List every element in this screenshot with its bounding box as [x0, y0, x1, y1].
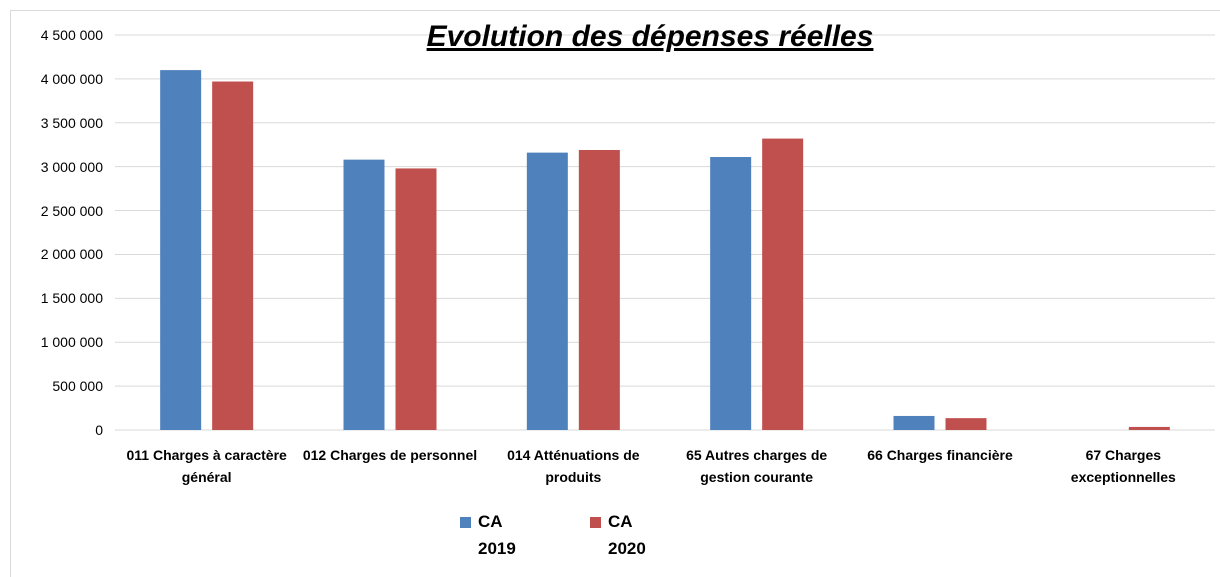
y-tick-label: 1 000 000 [40, 334, 103, 351]
y-tick-label: 3 000 000 [40, 158, 103, 175]
y-tick-label: 4 000 000 [40, 70, 103, 87]
legend-swatch [460, 517, 471, 528]
x-tick-label: 012 Charges de personnel [302, 447, 478, 463]
x-tick-label: 014 Atténuations de produits [507, 447, 640, 485]
bar [945, 418, 987, 430]
bar [212, 81, 254, 431]
x-tick-label: 66 Charges financière [867, 447, 1013, 463]
x-tick-label: 011 Charges à caractère général [126, 447, 287, 485]
y-tick-label: 3 500 000 [40, 114, 103, 131]
y-tick-label: 500 000 [52, 378, 103, 395]
x-tick-label: 67 Charges exceptionnelles [1070, 447, 1176, 485]
legend-label: CA 2019 [478, 512, 516, 558]
chart-border [10, 10, 1220, 577]
y-tick-label: 2 500 000 [40, 202, 103, 219]
y-tick-label: 1 500 000 [40, 290, 103, 307]
x-tick-label: 65 Autres charges de gestion courante [686, 447, 828, 485]
bar [395, 168, 437, 430]
y-tick-label: 4 500 000 [40, 27, 103, 43]
bar [160, 70, 202, 430]
bar [578, 149, 620, 430]
bar [710, 157, 752, 430]
y-tick-label: 2 000 000 [40, 246, 103, 263]
bar [343, 159, 385, 430]
bar [526, 152, 568, 430]
bar [893, 415, 935, 430]
legend-label: CA 2020 [608, 512, 646, 558]
bar [1128, 426, 1170, 430]
y-tick-label: 0 [95, 422, 103, 438]
legend-swatch [590, 517, 601, 528]
chart-title: Evolution des dépenses réelles [426, 20, 874, 53]
bar [762, 138, 804, 431]
